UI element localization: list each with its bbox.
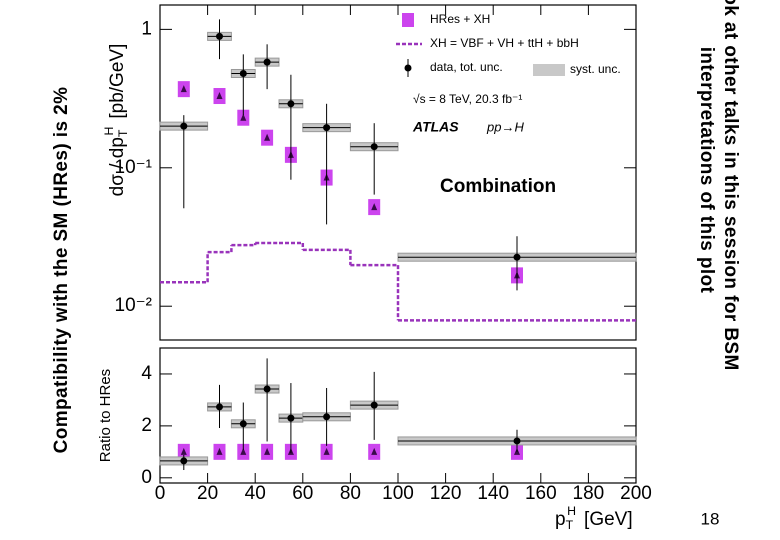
- y-tick-label: 10⁻²: [115, 295, 153, 316]
- x-tick-label: 80: [340, 483, 361, 504]
- x-tick-label: 200: [620, 483, 652, 504]
- data-point: [180, 122, 188, 130]
- x-tick-label: 180: [573, 483, 605, 504]
- data-point: [239, 420, 247, 428]
- y-tick-label: 4: [141, 363, 152, 384]
- data-point: [287, 100, 295, 108]
- x-tick-label: 120: [430, 483, 462, 504]
- hres-marker: [180, 447, 187, 455]
- annotation: √s = 8 TeV, 20.3 fb⁻¹: [413, 92, 522, 106]
- legend-swatch: [533, 64, 565, 76]
- data-point: [180, 457, 188, 465]
- label-sup: H: [567, 504, 576, 518]
- data-point: [370, 401, 378, 409]
- legend-label: XH = VBF + VH + ttH + bbH: [430, 36, 579, 50]
- x-tick-label: 40: [245, 483, 266, 504]
- x-tick-label: 60: [292, 483, 313, 504]
- hres-marker: [216, 447, 223, 455]
- hres-marker: [371, 203, 378, 211]
- data-point: [370, 143, 378, 151]
- x-tick-label: 140: [477, 483, 509, 504]
- x-tick-label: 0: [155, 483, 166, 504]
- label-sup: H: [102, 127, 116, 136]
- hres-marker: [180, 85, 187, 93]
- data-point: [263, 385, 271, 393]
- y-tick-label: 10⁻¹: [115, 157, 153, 178]
- label-text: dσ / dp: [107, 137, 128, 196]
- data-point: [323, 413, 331, 421]
- hres-marker: [240, 113, 247, 121]
- hres-marker: [323, 447, 330, 455]
- annotation: pp→H: [486, 119, 524, 134]
- legend-label: data, tot. unc.: [430, 60, 503, 74]
- axis-label: pTH [GeV]: [555, 504, 633, 532]
- legend-swatch: [404, 64, 412, 72]
- left-note: Compatibility with the SM (HRes) is 2%: [51, 87, 72, 454]
- hres-marker: [240, 447, 247, 455]
- data-point: [216, 403, 223, 411]
- y-tick-label: 1: [141, 18, 152, 39]
- y-tick-label: 2: [141, 415, 152, 436]
- hres-marker: [216, 92, 223, 100]
- right-note: Look at other talks in this session for …: [720, 0, 741, 371]
- label-sub: T: [566, 518, 574, 532]
- label-text: p: [555, 509, 566, 530]
- axis-label: Ratio to HRes: [97, 369, 114, 462]
- label-sub: T: [116, 129, 130, 137]
- annotation: ATLAS: [412, 119, 459, 135]
- page-number: 18: [701, 509, 720, 528]
- data-point: [513, 437, 521, 445]
- x-tick-label: 100: [382, 483, 414, 504]
- axis-label: dσ / dpTH [pb/GeV]: [102, 44, 130, 197]
- x-tick-label: 160: [525, 483, 557, 504]
- data-point: [263, 58, 271, 66]
- data-point: [323, 124, 331, 132]
- legend-label: syst. unc.: [570, 62, 621, 76]
- bottom-frame: [159, 347, 637, 484]
- hres-marker: [264, 133, 271, 141]
- annotation: Combination: [440, 176, 556, 197]
- label-unit: [GeV]: [584, 509, 633, 530]
- hres-marker: [371, 447, 378, 455]
- legend-swatch: [402, 13, 414, 27]
- data-point: [239, 69, 247, 77]
- data-point: [216, 32, 223, 40]
- x-tick-label: 20: [197, 483, 218, 504]
- y-tick-label: 0: [141, 467, 152, 488]
- data-point: [287, 414, 295, 422]
- label-unit: [pb/GeV]: [107, 44, 128, 119]
- hres-marker: [264, 447, 271, 455]
- right-note: interpretations of this plot: [696, 47, 717, 294]
- legend-label: HRes + XH: [430, 12, 490, 26]
- data-point: [513, 253, 521, 261]
